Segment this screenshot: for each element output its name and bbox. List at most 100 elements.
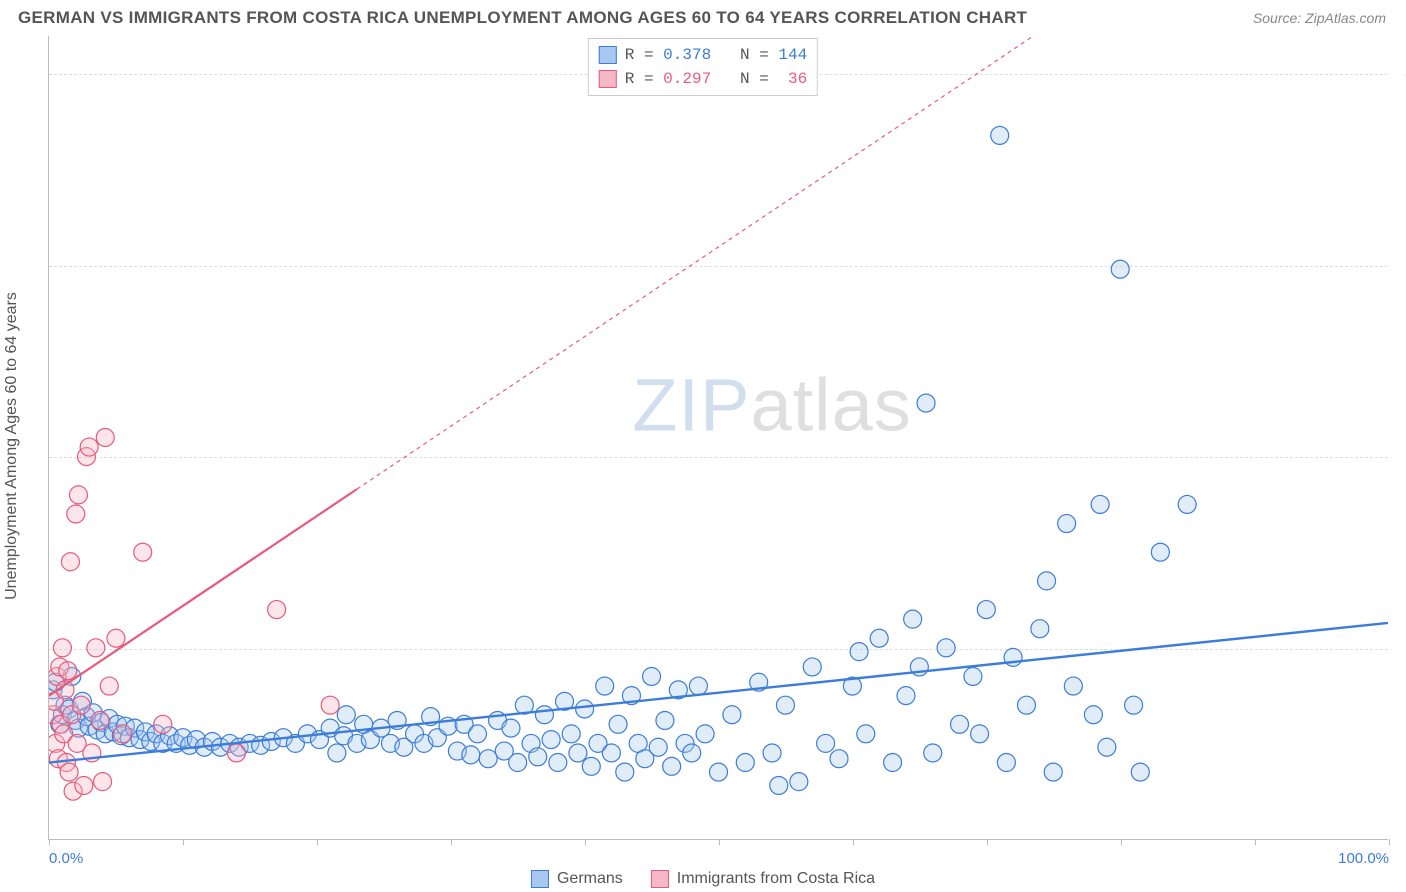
x-tick-label: 100.0% (1338, 850, 1389, 867)
data-point (53, 639, 71, 657)
data-point (529, 748, 547, 766)
source-value: ZipAtlas.com (1305, 10, 1386, 26)
data-point (69, 486, 87, 504)
data-point (689, 677, 707, 695)
data-point (616, 763, 634, 781)
source-attribution: Source: ZipAtlas.com (1253, 10, 1386, 26)
data-point (770, 776, 788, 794)
data-point (1064, 677, 1082, 695)
data-point (462, 746, 480, 764)
data-point (91, 711, 109, 729)
chart-svg (49, 36, 1388, 839)
x-tick (183, 839, 184, 845)
data-point (268, 601, 286, 619)
data-point (582, 757, 600, 775)
data-point (72, 696, 90, 714)
data-point (87, 639, 105, 657)
data-point (643, 667, 661, 685)
data-point (549, 754, 567, 772)
data-point (723, 706, 741, 724)
data-point (736, 754, 754, 772)
x-tick (1121, 839, 1122, 845)
x-tick (719, 839, 720, 845)
data-point (1125, 696, 1143, 714)
x-tick (1255, 839, 1256, 845)
data-point (61, 553, 79, 571)
data-point (964, 667, 982, 685)
stats-text: R = 0.378 N = 144 (625, 43, 807, 67)
data-point (683, 744, 701, 762)
data-point (1111, 260, 1129, 278)
data-point (502, 719, 520, 737)
data-point (830, 750, 848, 768)
data-point (977, 601, 995, 619)
data-point (997, 754, 1015, 772)
stats-legend-box: R = 0.378 N = 144R = 0.297 N = 36 (588, 38, 818, 96)
data-point (67, 505, 85, 523)
legend-swatch (651, 870, 669, 888)
stats-row: R = 0.378 N = 144 (599, 43, 807, 67)
data-point (1017, 696, 1035, 714)
legend-label: Germans (557, 870, 623, 888)
data-point (656, 711, 674, 729)
data-point (857, 725, 875, 743)
data-point (763, 744, 781, 762)
series-swatch (599, 70, 617, 88)
y-tick-label: 30.0% (1393, 257, 1406, 274)
data-point (596, 677, 614, 695)
stats-text: R = 0.297 N = 36 (625, 67, 807, 91)
x-tick (49, 839, 50, 845)
data-point (991, 126, 1009, 144)
stats-row: R = 0.297 N = 36 (599, 67, 807, 91)
data-point (1098, 738, 1116, 756)
y-tick-label: 20.0% (1393, 449, 1406, 466)
legend-label: Immigrants from Costa Rica (677, 870, 875, 888)
series-swatch (599, 46, 617, 64)
x-tick (451, 839, 452, 845)
data-point (602, 744, 620, 762)
x-tick-label: 0.0% (49, 850, 83, 867)
data-point (1091, 495, 1109, 513)
data-point (509, 754, 527, 772)
data-point (227, 744, 245, 762)
chart-title: GERMAN VS IMMIGRANTS FROM COSTA RICA UNE… (18, 8, 1027, 28)
y-axis-label: Unemployment Among Ages 60 to 64 years (3, 292, 21, 600)
trend-line (49, 623, 1388, 763)
data-point (576, 700, 594, 718)
data-point (790, 773, 808, 791)
data-point (468, 725, 486, 743)
x-tick (987, 839, 988, 845)
data-point (96, 429, 114, 447)
data-point (1058, 515, 1076, 533)
data-point (562, 725, 580, 743)
data-point (1044, 763, 1062, 781)
data-point (94, 773, 112, 791)
data-point (479, 750, 497, 768)
data-point (663, 757, 681, 775)
data-point (59, 662, 77, 680)
data-point (937, 639, 955, 657)
data-point (60, 763, 78, 781)
data-point (904, 610, 922, 628)
data-point (1038, 572, 1056, 590)
data-point (951, 715, 969, 733)
trend-line (357, 36, 1053, 489)
source-label: Source: (1253, 10, 1305, 26)
legend-item: Germans (531, 870, 623, 888)
data-point (870, 629, 888, 647)
data-point (107, 629, 125, 647)
plot-area: ZIPatlas 10.0%20.0%30.0%40.0%0.0%100.0% (48, 36, 1388, 840)
data-point (100, 677, 118, 695)
data-point (1084, 706, 1102, 724)
legend-bottom: Germans Immigrants from Costa Rica (531, 870, 875, 888)
data-point (897, 687, 915, 705)
data-point (924, 744, 942, 762)
data-point (710, 763, 728, 781)
data-point (535, 706, 553, 724)
x-tick (853, 839, 854, 845)
data-point (850, 643, 868, 661)
x-tick (585, 839, 586, 845)
data-point (337, 706, 355, 724)
data-point (321, 696, 339, 714)
y-tick-label: 10.0% (1393, 640, 1406, 657)
